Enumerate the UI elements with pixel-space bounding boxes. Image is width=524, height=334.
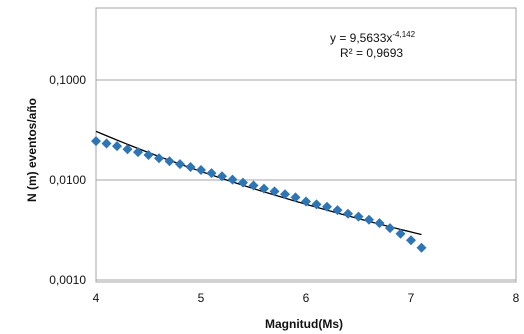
data-point-27 (374, 218, 385, 229)
data-point-11 (206, 168, 217, 179)
r-squared-label: R² = 0,9693 (340, 46, 403, 60)
data-point-1 (101, 138, 112, 149)
x-tick-label-1: 5 (198, 291, 205, 305)
x-tick-label-2: 6 (303, 291, 310, 305)
data-point-24 (343, 208, 353, 219)
equation-main: y = 9,5633x (330, 31, 392, 45)
data-point-7 (164, 156, 175, 167)
data-point-10 (196, 164, 206, 175)
data-point-29 (395, 228, 406, 239)
data-point-12 (217, 171, 227, 182)
data-point-6 (154, 153, 164, 164)
data-point-28 (385, 223, 395, 234)
data-point-16 (259, 183, 269, 194)
equation-label: y = 9,5633x-4,142 (330, 30, 416, 45)
data-point-20 (301, 196, 311, 207)
y-axis-ticks: 0,0010 0,0100 0,1000 (49, 73, 86, 287)
equation-exponent: -4,142 (392, 30, 415, 39)
data-point-26 (364, 214, 374, 225)
data-point-2 (112, 141, 122, 152)
data-point-5 (143, 149, 154, 160)
data-point-19 (290, 192, 301, 203)
data-point-3 (122, 144, 133, 155)
data-point-30 (406, 235, 416, 246)
data-point-0 (91, 136, 101, 147)
x-tick-label-0: 4 (93, 291, 100, 305)
data-point-25 (353, 211, 364, 222)
data-point-4 (133, 147, 143, 158)
gridlines (96, 79, 516, 281)
y-tick-label-1: 0,0100 (49, 173, 86, 187)
data-point-13 (227, 174, 238, 185)
data-point-21 (311, 199, 322, 210)
y-axis-title: N (m) eventos/año (25, 98, 39, 202)
data-point-22 (322, 201, 332, 212)
data-point-17 (269, 186, 280, 197)
data-point-18 (280, 189, 290, 200)
data-point-8 (175, 159, 185, 170)
data-points (91, 136, 427, 253)
data-point-14 (238, 177, 248, 188)
plot-frame (95, 7, 517, 283)
y-tick-label-2: 0,1000 (49, 73, 86, 87)
data-point-31 (416, 242, 427, 253)
x-axis-ticks: 4 5 6 7 8 (93, 291, 520, 305)
x-tick-label-4: 8 (513, 291, 520, 305)
x-axis-title: Magnitud(Ms) (265, 317, 343, 331)
data-point-9 (185, 161, 196, 172)
data-point-15 (248, 180, 259, 191)
x-tick-label-3: 7 (408, 291, 415, 305)
data-point-23 (332, 205, 343, 216)
y-tick-label-0: 0,0010 (49, 273, 86, 287)
